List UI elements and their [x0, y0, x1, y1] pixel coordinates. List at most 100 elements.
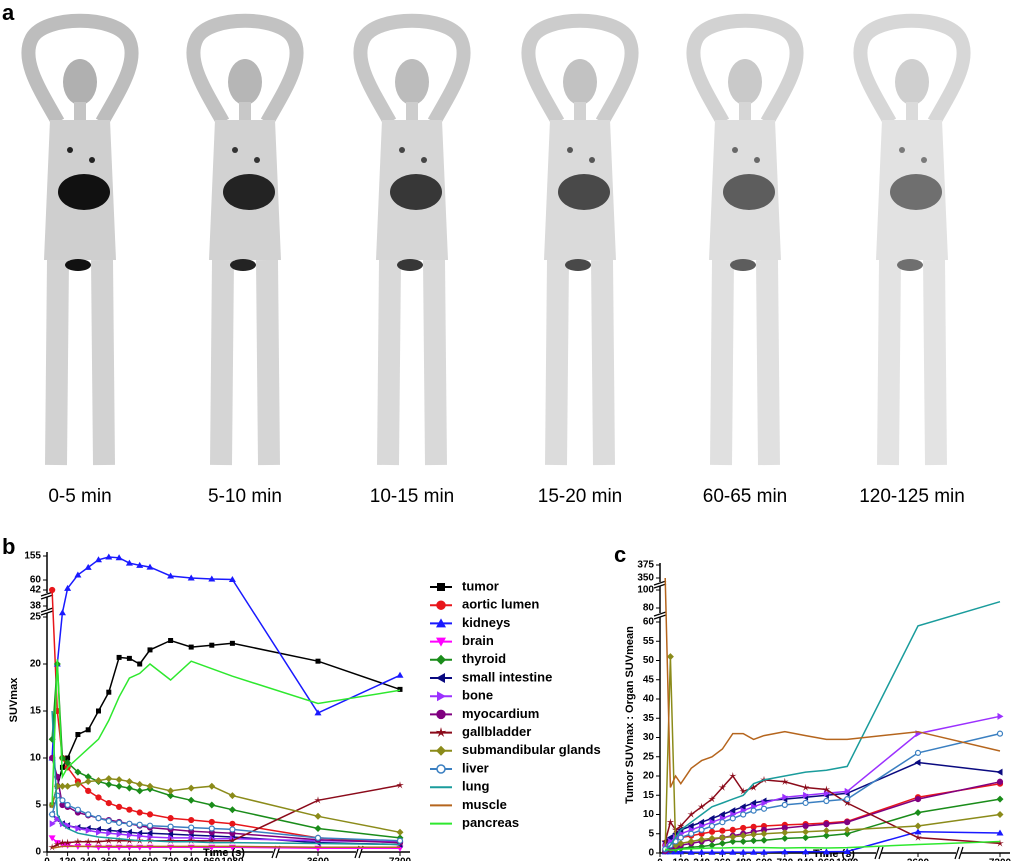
- marker: [49, 820, 56, 828]
- y-tick-label: 20: [30, 659, 42, 670]
- marker: [843, 830, 851, 838]
- marker: [781, 834, 789, 842]
- y-tick-label: 20: [643, 771, 655, 782]
- legend-label: kidneys: [462, 615, 510, 630]
- marker: [229, 820, 236, 827]
- marker: [396, 828, 404, 836]
- marker: [750, 837, 758, 845]
- marker: [106, 829, 113, 837]
- marker: [115, 819, 123, 826]
- x-tick-label: 840: [183, 857, 200, 861]
- marker: [105, 553, 113, 560]
- marker: [167, 572, 175, 579]
- marker: [314, 825, 322, 832]
- panel-label: b: [2, 534, 15, 559]
- marker: [74, 571, 82, 578]
- x-tick-label: 240: [693, 858, 710, 861]
- marker: [105, 780, 113, 788]
- legend-label: tumor: [462, 578, 499, 593]
- marker: [105, 775, 113, 783]
- marker: [822, 827, 830, 835]
- marker: [64, 782, 72, 790]
- marker: [58, 754, 66, 762]
- y-tick-label: 35: [643, 713, 655, 724]
- marker: [105, 817, 112, 825]
- frame-label: 60-65 min: [703, 486, 788, 507]
- frame-label: 0-5 min: [48, 486, 111, 507]
- series-line: [664, 600, 1001, 852]
- legend-label: submandibular glands: [462, 742, 601, 757]
- x-tick-label: 0: [657, 858, 663, 861]
- marker: [914, 822, 922, 830]
- marker: [94, 837, 103, 845]
- marker: [85, 811, 92, 818]
- marker: [115, 836, 123, 844]
- marker: [760, 805, 768, 812]
- marker: [106, 689, 112, 695]
- marker: [146, 829, 153, 837]
- legend-marker: [435, 727, 447, 737]
- pet-image: [860, 21, 963, 465]
- panel-label: c: [614, 542, 626, 567]
- marker: [167, 815, 174, 822]
- marker: [718, 839, 726, 847]
- marker: [315, 658, 321, 664]
- marker: [167, 787, 175, 795]
- marker: [314, 812, 322, 820]
- series-line: [51, 663, 401, 839]
- series-line: [664, 761, 1001, 843]
- marker: [75, 825, 82, 832]
- legend-label: muscle: [462, 797, 507, 812]
- frame-label: 5-10 min: [208, 486, 282, 507]
- marker: [95, 794, 102, 801]
- marker: [188, 816, 195, 824]
- marker: [802, 799, 809, 807]
- x-tick-label: 480: [735, 858, 752, 861]
- y-tick-label: 42: [30, 585, 42, 596]
- x-tick-label: 360: [714, 858, 731, 861]
- marker: [698, 848, 706, 855]
- marker: [677, 834, 684, 841]
- x-tick-label: 360: [100, 857, 117, 861]
- legend-marker: [437, 691, 446, 702]
- marker: [126, 806, 133, 813]
- series-line: [51, 710, 401, 846]
- marker: [209, 642, 215, 648]
- marker: [750, 799, 757, 807]
- y-tick-label: 45: [643, 674, 655, 685]
- marker: [802, 828, 810, 836]
- marker: [708, 841, 716, 849]
- marker: [84, 563, 92, 570]
- marker: [85, 727, 91, 733]
- marker: [228, 792, 236, 800]
- marker: [126, 831, 133, 839]
- marker: [48, 835, 56, 842]
- marker: [136, 821, 143, 828]
- marker: [115, 803, 123, 810]
- marker: [914, 833, 922, 841]
- marker: [677, 822, 685, 830]
- marker: [84, 778, 92, 785]
- marker: [396, 781, 404, 789]
- marker: [146, 822, 154, 829]
- legend-label: liver: [462, 760, 489, 775]
- marker: [822, 848, 830, 855]
- x-tick-label: 0: [44, 857, 50, 861]
- marker: [729, 833, 737, 841]
- marker: [137, 661, 143, 667]
- marker: [115, 782, 123, 790]
- marker: [698, 836, 706, 844]
- marker: [116, 830, 123, 838]
- y-tick-label: 60: [30, 575, 42, 586]
- series-line: [665, 840, 1001, 852]
- pet-image: [528, 21, 631, 465]
- y-tick-label: 60: [643, 617, 655, 628]
- marker: [729, 815, 736, 822]
- marker: [718, 834, 726, 842]
- marker: [708, 834, 716, 842]
- marker: [96, 828, 102, 836]
- marker: [105, 800, 112, 807]
- marker: [49, 811, 56, 818]
- marker: [96, 708, 101, 714]
- marker: [843, 799, 851, 807]
